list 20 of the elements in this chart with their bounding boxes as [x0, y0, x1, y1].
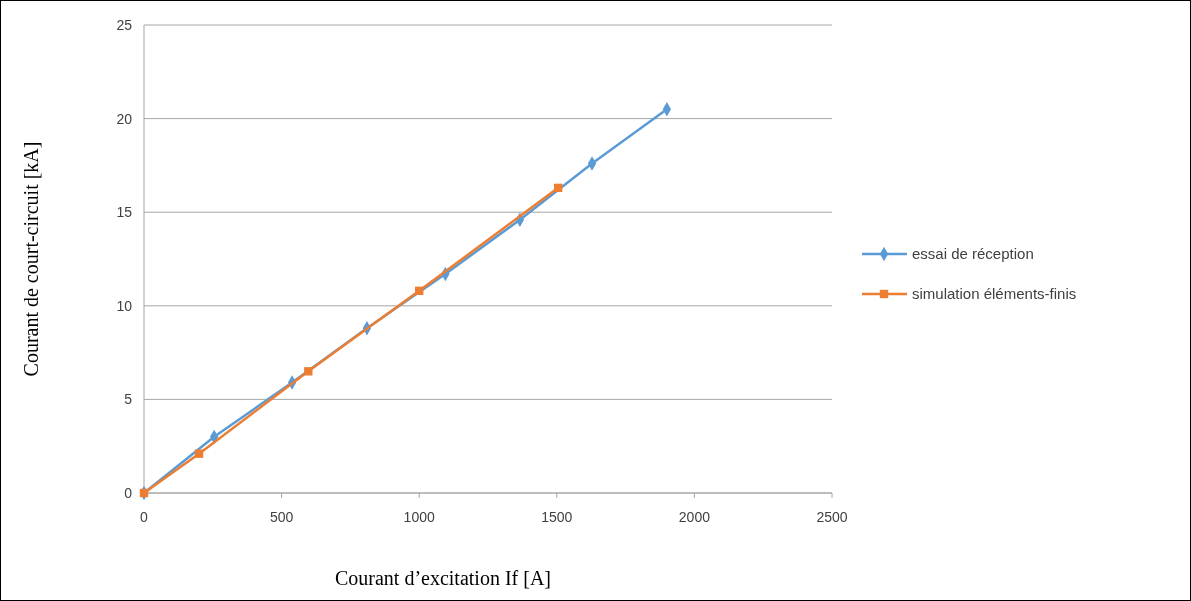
y-tick-label: 25 [116, 16, 133, 33]
y-tick-label: 20 [116, 110, 133, 127]
x-tick-label: 2500 [816, 509, 848, 525]
legend-label: simulation éléments-finis [912, 285, 1077, 303]
point [304, 367, 313, 376]
point [415, 286, 424, 296]
y-axis-title: Courant de court-circuit [kA] [20, 141, 42, 377]
x-tick-label: 2000 [678, 509, 711, 525]
x-tick-label: 0 [140, 509, 149, 525]
y-tick-label: 5 [124, 391, 133, 408]
point [553, 183, 563, 193]
x-tick-label: 500 [269, 509, 294, 525]
x-tick-label: 1000 [403, 509, 435, 525]
x-tick-label: 1500 [541, 509, 573, 525]
y-tick-label: 15 [116, 204, 133, 221]
legend-label: essai de réception [912, 245, 1034, 263]
y-tick-label: 10 [116, 297, 133, 314]
y-tick-label: 0 [124, 484, 133, 501]
x-axis-title: Courant d’excitation If [A] [334, 567, 552, 589]
point [194, 449, 204, 458]
